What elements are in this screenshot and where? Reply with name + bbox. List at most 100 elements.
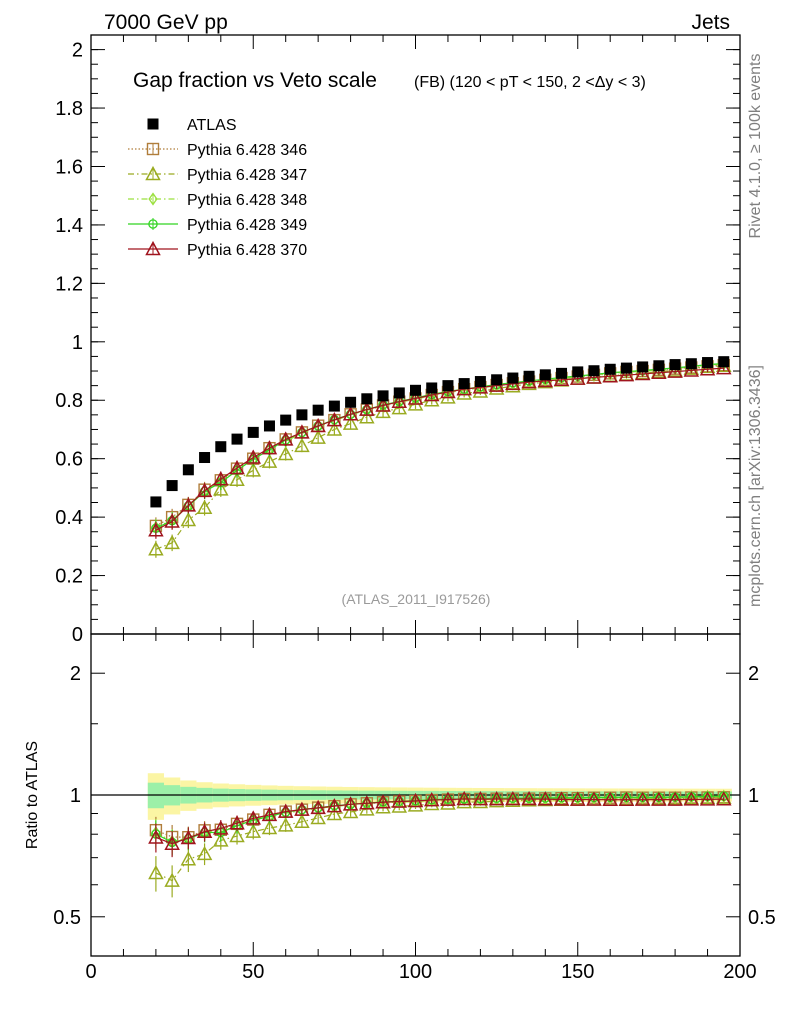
ratio-ytick-label: 1 [70,785,81,807]
series-5-ratio-point [537,791,554,806]
legend-label: Pythia 6.428 349 [187,217,307,234]
series-2-ratio-line [155,797,724,882]
series-2-ratio-point [196,845,213,861]
series-2-ratio-point [148,864,164,880]
ratio-ytick-label-right: 0.5 [748,907,776,929]
series-3-ratio-point [686,790,696,804]
series-2-ratio-point [180,851,197,866]
series-2-ratio-point [407,797,424,812]
series-0-point [426,382,438,394]
series-5-point [586,369,602,384]
series-5-ratio-point [164,835,180,850]
series-5-ratio-point [196,823,213,839]
xtick-label: 150 [561,961,594,983]
series-2-point [310,429,326,444]
series-0-point [637,361,649,373]
process-label: Jets [691,11,730,34]
series-0-point [556,367,568,379]
series-0-point [523,370,535,382]
series-0-point [215,441,227,453]
legend-marker [146,142,160,156]
analysis-label: (ATLAS_2011_I917526) [342,591,491,607]
main-ytick-label: 1.2 [55,273,83,295]
ratio-ytick-label-right: 1 [748,785,759,807]
series-2-point [196,499,213,515]
series-5-point [407,390,424,405]
legend: ATLAS Pythia 6.428 346 Pythia 6.428 347 Pyt… [128,117,307,259]
main-ytick-label: 1.8 [55,98,83,120]
series-2-line [155,365,724,550]
series-2-point [472,383,489,398]
series-2-ratio-point [229,827,245,843]
series-2-point [164,534,180,550]
series-5-ratio-point [310,799,326,815]
main-ytick-label: 2 [72,40,83,62]
series-2-ratio-point [375,799,391,814]
series-0-point [685,358,697,370]
series-5-point [569,370,586,385]
series-5-ratio-point [651,791,667,806]
series-0-point [150,496,162,508]
series-5-ratio-point [505,790,521,806]
series-5-point [423,386,440,402]
series-5-ratio-point [342,796,359,811]
series-3-ratio-point [605,791,615,805]
series-5-ratio-point [213,820,229,835]
series-1-line [155,364,724,527]
legend-marker [145,240,161,256]
series-0-point [572,366,584,378]
series-3-ratio-point [621,791,632,805]
series-2-point [277,445,294,461]
series-5-ratio-point [391,793,408,808]
series-5-point [391,393,408,408]
main-ytick-label: 1 [72,332,83,354]
main-ytick-label: 1.4 [55,215,83,237]
ratio-ytick-label-right: 2 [748,663,759,685]
series-5-ratio-point [261,806,278,822]
series-5-point [229,459,245,475]
series-0-point [296,409,308,421]
main-ytick-label: 0 [72,624,83,646]
legend-marker [148,192,158,206]
series-4-line [155,362,724,529]
series-5-ratio-point [456,790,472,806]
series-5-point [196,482,213,498]
series-2-ratio-point [245,823,262,838]
main-y-axis: 0 0.2 0.4 0.6 0.8 1 1.2 1.4 1.6 1.8 2 [55,40,740,646]
rivet-label: Rivet 4.1.0, ≥ 100k events [747,54,764,239]
main-ytick-label: 0.8 [55,390,83,412]
series-5-point [342,406,359,421]
series-0-point [604,363,616,375]
legend-label: Pythia 6.428 348 [187,192,307,209]
series-5-ratio-point [586,791,602,806]
series-2-ratio-point [391,798,408,813]
x-axis: 0 50 100 150 200 [85,35,757,983]
series-5-ratio-point [699,791,716,806]
series-2-point [180,511,197,527]
series-2-ratio-point [440,795,456,810]
legend-label: Pythia 6.428 347 [187,167,307,184]
legend-label: Pythia 6.428 370 [187,242,307,259]
ratio-y-axis: 0.5 0.5 1 1 2 2 [53,633,776,929]
series-0-point [718,356,730,368]
series-0-point [491,374,503,386]
series-0-point [231,433,243,445]
series-2-point [294,437,310,453]
chart-subtitle: (FB) (120 < pT < 150, 2 <Δy < 3) [414,74,646,91]
series-5-point [602,368,618,383]
series-5-point [213,471,229,486]
series-2-point [229,471,245,486]
series-5-ratio-point [553,791,570,806]
series-5-ratio-point [634,791,651,806]
series-5-ratio-point [326,798,343,813]
series-0-point [263,420,275,432]
series-5-ratio-point [667,791,683,806]
xtick-label: 0 [85,961,96,983]
series-0-point [377,390,389,402]
series-5-ratio-point [423,792,440,807]
series-0-point [312,404,324,416]
series-0-point [474,376,486,388]
series-2-point [245,462,262,477]
series-5-point [716,360,732,375]
series-0-point [199,452,211,464]
